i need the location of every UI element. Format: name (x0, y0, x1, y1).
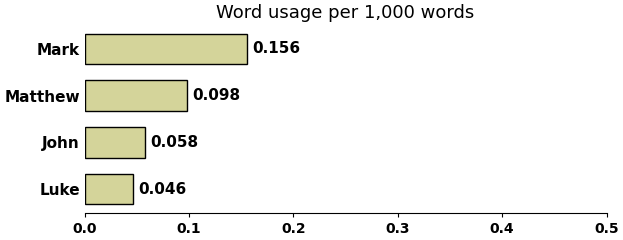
Bar (85, 34, 247, 64)
Text: 0.098: 0.098 (192, 88, 240, 103)
Bar (85, 80, 187, 111)
Bar (85, 127, 145, 157)
Text: 0.046: 0.046 (138, 182, 186, 197)
Bar (85, 174, 133, 204)
Title: Word usage per 1,000 words: Word usage per 1,000 words (216, 4, 475, 22)
Text: 0.156: 0.156 (253, 41, 301, 56)
Text: 0.058: 0.058 (150, 135, 199, 150)
